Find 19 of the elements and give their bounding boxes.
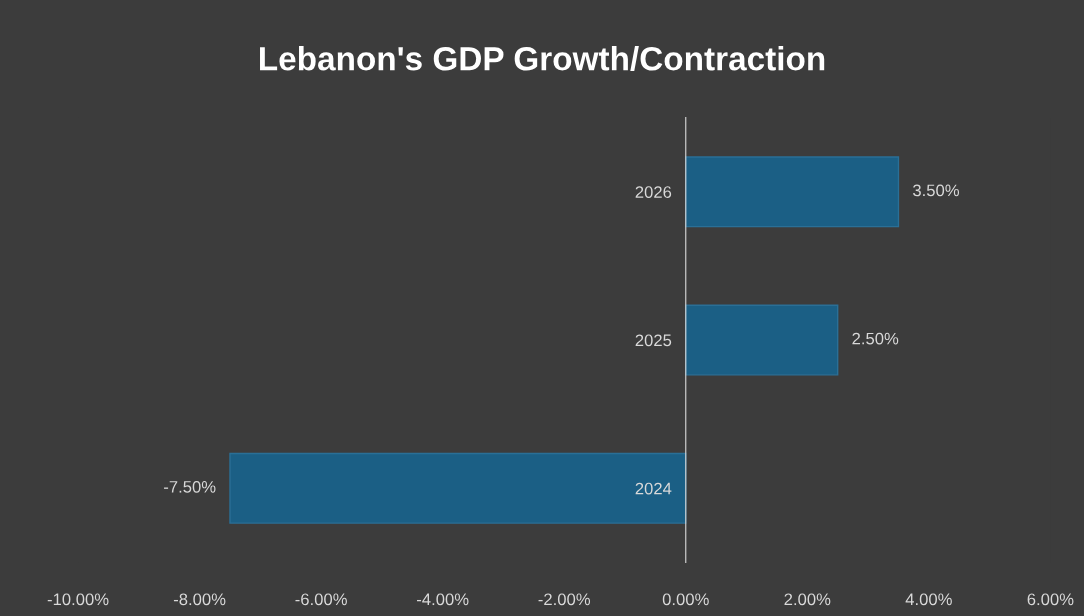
y-tick-label: 2026 bbox=[635, 186, 672, 198]
bar bbox=[229, 452, 687, 524]
y-tick-label: 2025 bbox=[635, 334, 672, 347]
y-tick-label: 2024 bbox=[635, 482, 672, 495]
x-tick-label: -2.00% bbox=[538, 593, 591, 606]
x-tick-label: -4.00% bbox=[417, 593, 469, 606]
x-tick-label: 2.00% bbox=[784, 593, 831, 606]
x-tick-label: 6.00% bbox=[1027, 593, 1074, 606]
x-tick-label: -10.00% bbox=[47, 593, 109, 606]
data-label: 2.50% bbox=[852, 332, 899, 345]
data-label: -7.50% bbox=[164, 480, 216, 493]
bar bbox=[685, 156, 900, 228]
chart-title: Lebanon's GDP Growth/Contraction bbox=[260, 46, 825, 71]
data-label: 3.50% bbox=[912, 184, 960, 197]
x-tick-label: -8.00% bbox=[173, 593, 226, 606]
x-tick-label: -6.00% bbox=[295, 593, 347, 606]
x-tick-label: 4.00% bbox=[905, 593, 952, 606]
bar bbox=[685, 304, 839, 376]
x-tick-label: 0.00% bbox=[662, 593, 709, 606]
